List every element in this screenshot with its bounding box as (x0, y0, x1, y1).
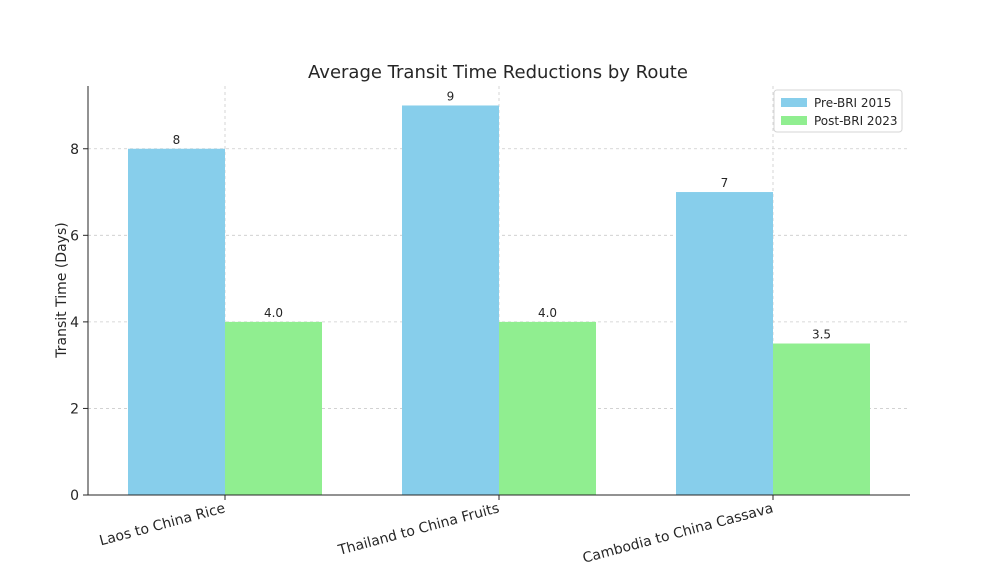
bar-series1-cat0 (225, 321, 322, 495)
y-tick-label-0: 0 (70, 488, 79, 504)
y-axis-label: Transit Time (Days) (54, 222, 70, 358)
bar-series1-cat1 (499, 321, 596, 495)
x-tick-label-0: Laos to China Rice (98, 500, 227, 549)
legend-label-1: Post-BRI 2023 (814, 114, 897, 128)
chart-title: Average Transit Time Reductions by Route (308, 62, 688, 83)
legend-label-0: Pre-BRI 2015 (814, 96, 891, 110)
legend-swatch-0 (781, 98, 807, 107)
bar-series1-cat2 (773, 343, 870, 495)
bars: 8 9 7 4.0 4.0 3.5 (128, 89, 870, 496)
y-tick-label-4: 8 (70, 142, 79, 158)
bar-series0-cat1 (402, 105, 499, 495)
y-tick-label-3: 6 (70, 228, 79, 244)
x-tick-label-1: Thailand to China Fruits (336, 500, 501, 559)
data-label-series1-cat2: 3.5 (812, 328, 831, 342)
legend-swatch-1 (781, 116, 807, 125)
y-tick-label-2: 4 (70, 315, 79, 331)
data-label-series1-cat1: 4.0 (538, 306, 557, 320)
data-label-series0-cat1: 9 (447, 89, 455, 103)
data-label-series0-cat2: 7 (721, 176, 729, 190)
bar-series0-cat0 (128, 148, 225, 496)
y-tick-label-1: 2 (70, 401, 79, 417)
x-tick-label-2: Cambodia to China Cassava (581, 500, 775, 566)
legend: Pre-BRI 2015 Post-BRI 2023 (773, 89, 903, 133)
bar-series0-cat2 (676, 192, 773, 495)
data-label-series1-cat0: 4.0 (264, 306, 283, 320)
data-label-series0-cat0: 8 (173, 133, 181, 147)
